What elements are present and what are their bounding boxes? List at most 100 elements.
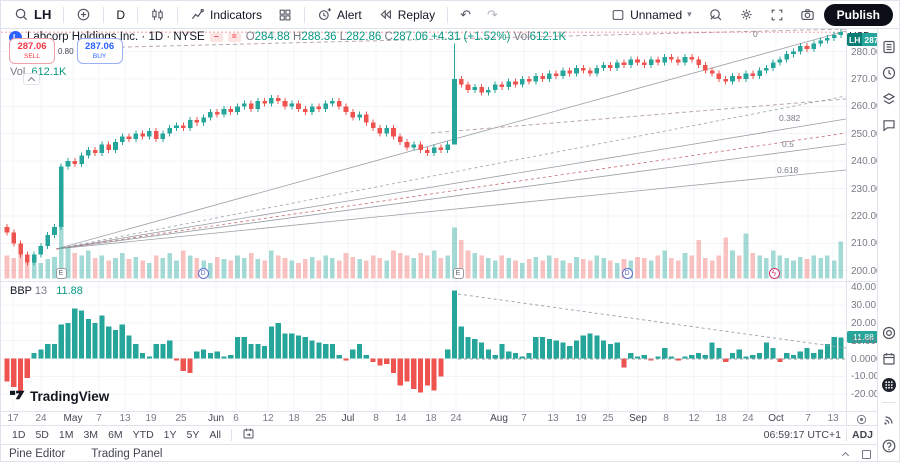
hotlist-icon[interactable]: [881, 325, 897, 341]
time-axis-label: 8: [663, 413, 669, 424]
bbp-axis-label: 30.00: [851, 299, 877, 311]
price-scale[interactable]: USD ▾ LH 287.06 11.88 280.00270.00260.00…: [846, 29, 882, 428]
pane-divider[interactable]: [1, 281, 879, 282]
replay-button[interactable]: Replay: [371, 5, 442, 24]
toolbar-separator: [103, 6, 105, 23]
quote-part: 284.88: [254, 31, 290, 43]
toolbar-separator: [63, 6, 65, 23]
range-button-6m[interactable]: 6M: [108, 429, 123, 441]
undo-icon: ↶: [460, 6, 471, 22]
bbp-name: BBP: [10, 285, 32, 297]
time-axis-label: 6: [233, 413, 239, 424]
bbp-legend[interactable]: BBP 13 11.88: [10, 285, 83, 297]
quote-part: 287.06: [392, 31, 428, 43]
range-button-3m[interactable]: 3M: [83, 429, 99, 441]
bbp-value-badge: 11.88: [847, 331, 880, 344]
indicators-label: Indicators: [210, 7, 263, 22]
symbol-search-button[interactable]: LH: [7, 5, 58, 24]
chevron-down-icon: ▾: [687, 9, 692, 19]
quick-search-button[interactable]: [701, 5, 730, 24]
time-axis-label: 7: [96, 413, 102, 424]
range-button-5y[interactable]: 5Y: [186, 429, 200, 441]
layout-name: Unnamed: [630, 7, 683, 22]
time-axis-label: 24: [35, 413, 47, 424]
chart-type-button[interactable]: [143, 5, 172, 24]
calendar-icon[interactable]: [881, 351, 897, 367]
redo-button[interactable]: ↷: [480, 5, 505, 25]
time-axis-label: 24: [742, 413, 754, 424]
range-button-all[interactable]: All: [209, 429, 222, 441]
tradingview-logo[interactable]: TradingView: [10, 387, 109, 405]
quote-part: Vol: [510, 31, 530, 43]
alert-label: Alert: [337, 7, 362, 22]
price-axis-label: 240.00: [851, 156, 882, 168]
legend-title[interactable]: Labcorp Holdings Inc. · 1D · NYSE: [27, 31, 205, 43]
range-button-5d[interactable]: 5D: [35, 429, 49, 441]
interval-label: D: [116, 7, 126, 22]
legend-more-icon[interactable]: =: [227, 32, 241, 42]
legend-minimize-icon[interactable]: −: [209, 32, 223, 42]
help-icon[interactable]: [881, 438, 897, 454]
watchlist-icon[interactable]: [881, 39, 897, 55]
time-axis-label: 12: [688, 413, 700, 424]
dividend-marker[interactable]: D: [197, 268, 209, 279]
candlestick-icon: [150, 7, 165, 22]
toolbar-separator: [845, 429, 847, 441]
apps-icon[interactable]: [881, 377, 897, 393]
adjusted-data-toggle[interactable]: ADJ: [851, 429, 873, 441]
trade-widget: 287.06 SELL 0.80 287.06 BUY: [9, 38, 123, 64]
trading-panel-tab[interactable]: Trading Panel: [91, 448, 163, 460]
time-axis-label: 18: [425, 413, 437, 424]
time-axis-label: Jun: [207, 413, 225, 424]
panel-expand-icon[interactable]: [841, 451, 850, 459]
bbp-value: 11.88: [56, 285, 83, 297]
time-axis-label: Aug: [490, 413, 508, 424]
legend-collapse-button[interactable]: [23, 73, 40, 85]
time-scale[interactable]: 17 24 May 7 13 19 25 Jun 6 12 18 25 Jul 8 14 18 24 Aug 7 13…: [1, 411, 846, 425]
layout-select-button[interactable]: Unnamed ▾: [604, 6, 699, 24]
camera-icon: [800, 7, 815, 22]
earnings-marker[interactable]: E: [55, 268, 67, 279]
sell-button[interactable]: 287.06 SELL: [9, 38, 55, 64]
price-chart-canvas[interactable]: [1, 29, 846, 425]
sell-label: SELL: [24, 52, 40, 60]
indicators-button[interactable]: Indicators: [183, 5, 269, 24]
symbol-name: LH: [34, 7, 52, 22]
pine-editor-tab[interactable]: Pine Editor: [9, 448, 66, 460]
fullscreen-button[interactable]: [763, 6, 791, 24]
chart-settings-button[interactable]: [732, 5, 761, 24]
price-axis-label: 260.00: [851, 101, 882, 113]
search-icon: [14, 7, 29, 22]
alerts-icon[interactable]: [881, 65, 897, 81]
bbp-axis-label: 10.00: [851, 335, 877, 347]
event-marker[interactable]: ϟ: [768, 268, 780, 279]
range-button-1d[interactable]: 1D: [12, 429, 26, 441]
range-button-1m[interactable]: 1M: [58, 429, 74, 441]
go-to-date-button[interactable]: [237, 426, 260, 444]
toolbar-separator: [304, 6, 306, 23]
range-button-1y[interactable]: 1Y: [163, 429, 177, 441]
quote-part: H: [289, 31, 302, 43]
quote-part: L: [336, 31, 347, 43]
indicators-icon: [190, 7, 205, 22]
publish-button[interactable]: Publish: [823, 3, 893, 26]
streams-icon[interactable]: [881, 412, 897, 428]
snapshot-button[interactable]: [793, 5, 822, 24]
object-tree-icon[interactable]: [881, 91, 897, 107]
axis-settings-icon[interactable]: [856, 414, 867, 428]
interval-button[interactable]: D: [109, 6, 132, 24]
earnings-marker[interactable]: E: [452, 268, 464, 279]
bbp-axis-label: -10.00: [851, 371, 880, 383]
time-axis-label: 8: [373, 413, 379, 424]
undo-button[interactable]: ↶: [453, 5, 478, 25]
dividend-marker[interactable]: D: [621, 268, 633, 279]
restore-panel-icon[interactable]: [862, 449, 871, 459]
range-button-ytd[interactable]: YTD: [132, 429, 154, 441]
buy-button[interactable]: 287.06 BUY: [76, 38, 123, 64]
alert-button[interactable]: Alert: [310, 5, 369, 24]
time-axis-label: 13: [119, 413, 131, 424]
indicator-templates-button[interactable]: [271, 6, 299, 24]
compare-button[interactable]: [69, 5, 98, 24]
time-axis-label: 18: [715, 413, 727, 424]
chat-icon[interactable]: [881, 117, 897, 133]
